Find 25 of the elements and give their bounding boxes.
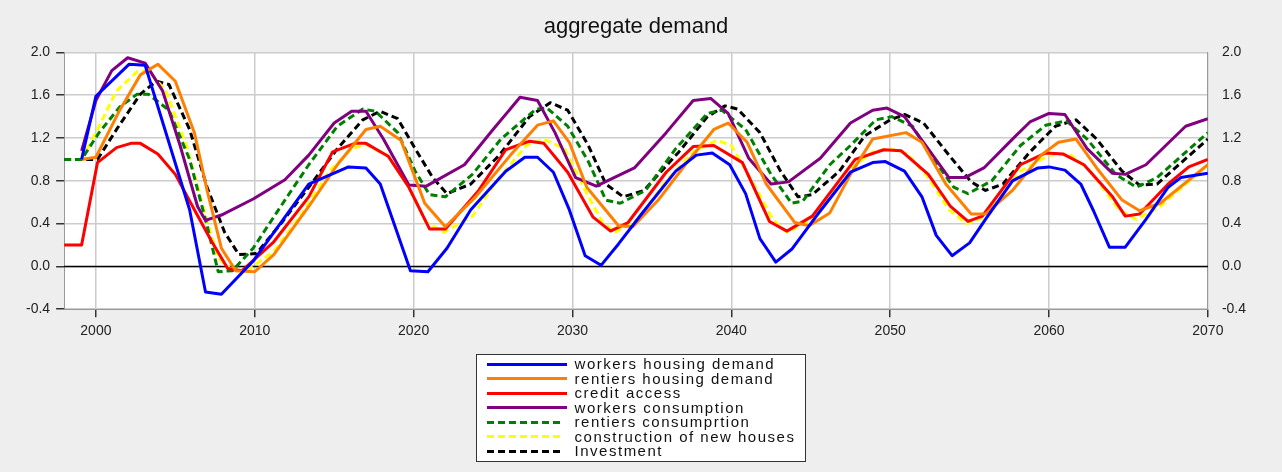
y-tick-label: -0.4 (26, 300, 51, 317)
y-tick-label: 0.8 (30, 171, 51, 188)
x-tick-label: 2040 (715, 322, 748, 339)
y2-tick-label: 0.4 (1221, 214, 1242, 231)
x-tick-label: 2010 (239, 322, 271, 339)
y-tick-label: 1.2 (30, 128, 51, 145)
y2-tick-label: 2.0 (1221, 43, 1242, 60)
y-tick-label: 1.6 (30, 86, 51, 103)
x-tick-label: 2060 (1033, 322, 1065, 339)
y-tick-label: 0.0 (30, 257, 51, 274)
x-tick-label: 2000 (80, 322, 112, 339)
y2-tick-label: -0.4 (1221, 300, 1247, 317)
x-tick-label: 2050 (874, 322, 906, 339)
y-tick-label: 0.4 (30, 214, 51, 231)
chart-title: aggregate demand (543, 13, 729, 39)
y2-tick-label: 0.0 (1221, 257, 1242, 274)
y2-tick-label: 1.6 (1221, 86, 1242, 103)
x-tick-label: 2070 (1192, 322, 1224, 339)
y2-tick-label: 0.8 (1221, 171, 1242, 188)
legend-label: workers housing demand (574, 355, 776, 373)
y2-tick-label: 1.2 (1221, 128, 1242, 145)
x-tick-label: 2020 (398, 322, 430, 339)
y-tick-label: 2.0 (30, 43, 51, 60)
x-tick-label: 2030 (556, 322, 589, 339)
legend-label: Investment (574, 442, 663, 460)
